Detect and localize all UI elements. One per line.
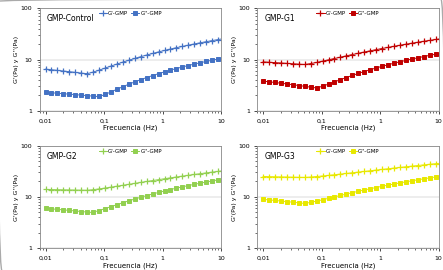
- G'-GMP: [436, 38, 441, 41]
- G''-GMP: [73, 209, 78, 212]
- G'-GMP: [308, 176, 313, 179]
- G'-GMP: [436, 162, 441, 165]
- Text: GMP-G3: GMP-G3: [264, 152, 295, 161]
- Legend: G'-GMP, G''-GMP: G'-GMP, G''-GMP: [98, 148, 163, 154]
- G''-GMP: [323, 197, 328, 201]
- G''-GMP: [102, 207, 108, 210]
- G''-GMP: [97, 209, 102, 212]
- G''-GMP: [314, 200, 319, 203]
- Line: G'-GMP: G'-GMP: [43, 36, 224, 77]
- G''-GMP: [102, 93, 108, 96]
- G''-GMP: [88, 211, 93, 214]
- G'-GMP: [373, 48, 379, 51]
- G'-GMP: [105, 186, 111, 189]
- G''-GMP: [314, 86, 319, 89]
- G''-GMP: [73, 93, 78, 96]
- G''-GMP: [320, 198, 325, 201]
- Y-axis label: G'(Pa) y G''(Pa): G'(Pa) y G''(Pa): [232, 36, 237, 83]
- G'-GMP: [302, 176, 307, 179]
- G'-GMP: [90, 70, 96, 74]
- Legend: G'-GMP, G''-GMP: G'-GMP, G''-GMP: [316, 148, 380, 154]
- G'-GMP: [97, 69, 102, 72]
- Y-axis label: G'(Pa) y G''(Pa): G'(Pa) y G''(Pa): [232, 173, 237, 221]
- Line: G'-GMP: G'-GMP: [260, 160, 442, 181]
- G'-GMP: [90, 188, 96, 191]
- G'-GMP: [105, 66, 111, 69]
- G'-GMP: [323, 59, 328, 62]
- G'-GMP: [320, 174, 325, 178]
- G''-GMP: [290, 83, 295, 86]
- G'-GMP: [314, 61, 319, 64]
- X-axis label: Frecuencia (Hz): Frecuencia (Hz): [321, 125, 375, 131]
- Legend: G'-GMP, G''-GMP: G'-GMP, G''-GMP: [98, 11, 163, 17]
- G'-GMP: [218, 169, 224, 173]
- G''-GMP: [93, 95, 99, 98]
- G''-GMP: [43, 91, 48, 94]
- G'-GMP: [73, 71, 78, 74]
- G''-GMP: [320, 85, 325, 88]
- Text: GMP-G2: GMP-G2: [47, 152, 78, 161]
- G''-GMP: [436, 175, 441, 178]
- Legend: G'-GMP, G''-GMP: G'-GMP, G''-GMP: [316, 11, 380, 17]
- G'-GMP: [102, 66, 108, 70]
- G'-GMP: [260, 60, 266, 63]
- G'-GMP: [320, 59, 325, 63]
- G'-GMP: [290, 176, 295, 179]
- G'-GMP: [156, 50, 161, 53]
- G'-GMP: [260, 175, 266, 178]
- Line: G'-GMP: G'-GMP: [43, 168, 224, 193]
- G''-GMP: [373, 186, 379, 189]
- Line: G''-GMP: G''-GMP: [43, 56, 223, 99]
- G''-GMP: [88, 94, 93, 97]
- G''-GMP: [260, 79, 266, 83]
- G''-GMP: [218, 178, 224, 181]
- Y-axis label: G'(Pa) y G''(Pa): G'(Pa) y G''(Pa): [14, 173, 19, 221]
- G'-GMP: [85, 72, 90, 75]
- G''-GMP: [105, 206, 111, 209]
- G''-GMP: [302, 202, 307, 205]
- G''-GMP: [260, 198, 266, 201]
- Y-axis label: G'(Pa) y G''(Pa): G'(Pa) y G''(Pa): [14, 36, 19, 83]
- G''-GMP: [97, 95, 102, 98]
- G'-GMP: [290, 62, 295, 65]
- G''-GMP: [156, 191, 161, 194]
- G'-GMP: [43, 68, 48, 71]
- G'-GMP: [85, 189, 90, 192]
- G''-GMP: [311, 86, 316, 89]
- G'-GMP: [323, 174, 328, 177]
- Text: GMP-Control: GMP-Control: [47, 14, 95, 23]
- G'-GMP: [156, 178, 161, 181]
- G''-GMP: [436, 52, 441, 55]
- Line: G''-GMP: G''-GMP: [261, 52, 441, 90]
- G''-GMP: [105, 92, 111, 95]
- G''-GMP: [218, 57, 224, 60]
- G'-GMP: [43, 188, 48, 191]
- G'-GMP: [102, 186, 108, 190]
- G'-GMP: [302, 63, 307, 66]
- X-axis label: Frecuencia (Hz): Frecuencia (Hz): [103, 262, 158, 269]
- Line: G''-GMP: G''-GMP: [43, 177, 223, 214]
- G'-GMP: [314, 175, 319, 178]
- G''-GMP: [90, 211, 96, 214]
- G''-GMP: [156, 72, 161, 75]
- G''-GMP: [305, 85, 311, 88]
- X-axis label: Frecuencia (Hz): Frecuencia (Hz): [103, 125, 158, 131]
- G''-GMP: [373, 66, 379, 70]
- G'-GMP: [73, 188, 78, 192]
- G''-GMP: [43, 207, 48, 210]
- G''-GMP: [323, 83, 328, 87]
- G'-GMP: [218, 38, 224, 41]
- G'-GMP: [373, 168, 379, 172]
- G''-GMP: [308, 201, 313, 204]
- Line: G''-GMP: G''-GMP: [261, 174, 441, 205]
- G''-GMP: [290, 201, 295, 204]
- G'-GMP: [97, 187, 102, 191]
- Line: G'-GMP: G'-GMP: [260, 36, 442, 68]
- Text: GMP-G1: GMP-G1: [264, 14, 295, 23]
- G'-GMP: [308, 62, 313, 65]
- X-axis label: Frecuencia (Hz): Frecuencia (Hz): [321, 262, 375, 269]
